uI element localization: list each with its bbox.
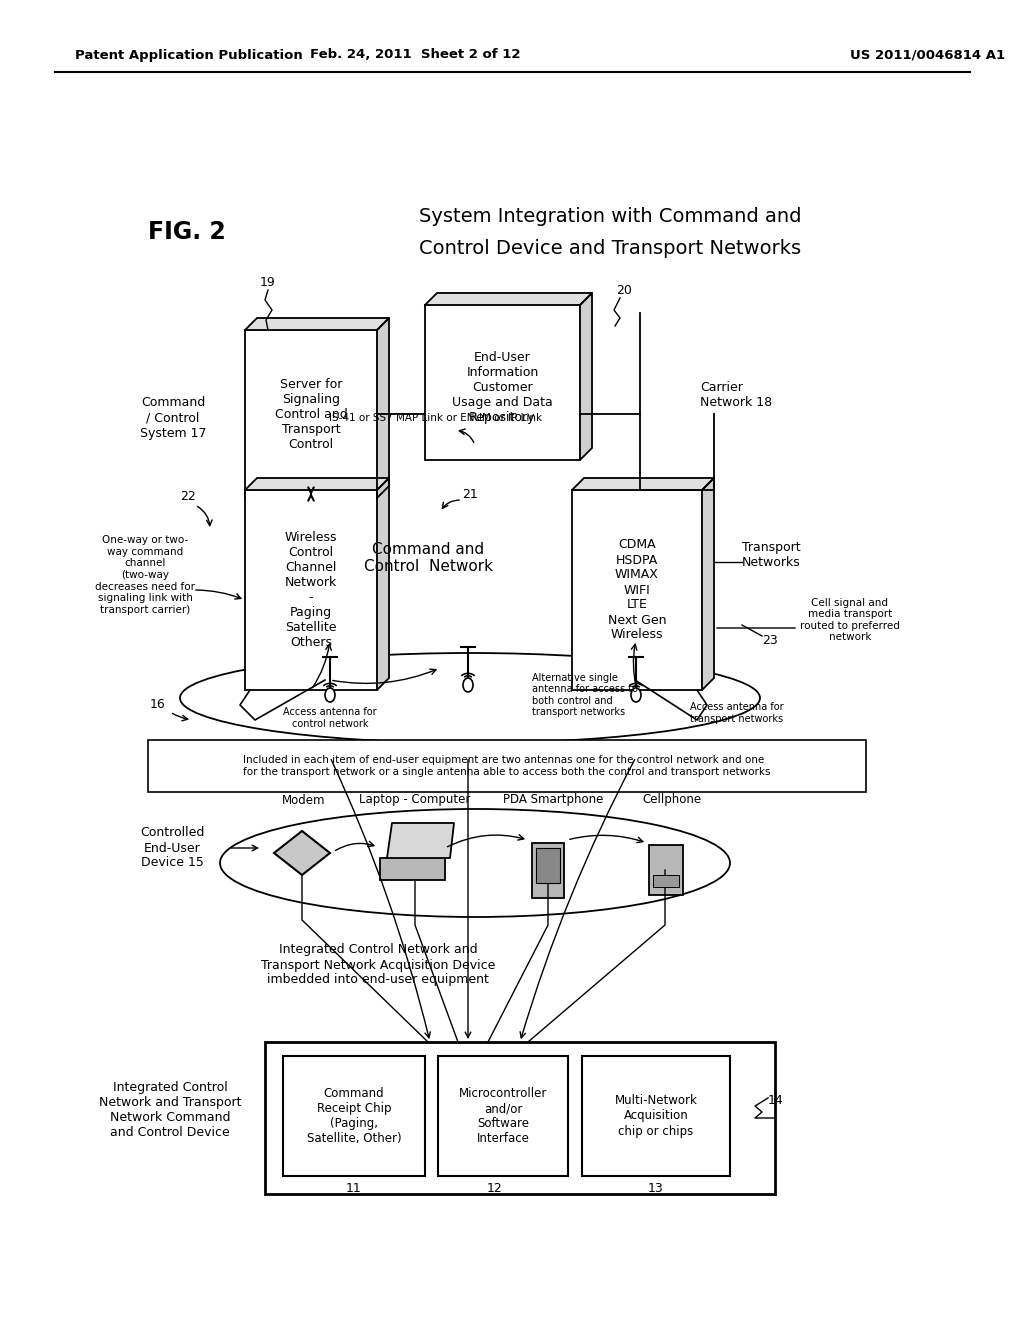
FancyBboxPatch shape bbox=[425, 305, 580, 459]
Text: Modem: Modem bbox=[283, 793, 326, 807]
Text: CDMA
HSDPA
WIMAX
WIFI
LTE
Next Gen
Wireless: CDMA HSDPA WIMAX WIFI LTE Next Gen Wirel… bbox=[608, 539, 667, 642]
Ellipse shape bbox=[180, 653, 760, 743]
FancyBboxPatch shape bbox=[245, 490, 377, 690]
Polygon shape bbox=[245, 318, 389, 330]
Polygon shape bbox=[377, 478, 389, 690]
FancyBboxPatch shape bbox=[536, 847, 560, 883]
Text: Integrated Control Network and
Transport Network Acquisition Device
imbedded int: Integrated Control Network and Transport… bbox=[261, 944, 496, 986]
Text: Command
Receipt Chip
(Paging,
Satellite, Other): Command Receipt Chip (Paging, Satellite,… bbox=[306, 1086, 401, 1144]
Text: 20: 20 bbox=[616, 285, 632, 297]
Ellipse shape bbox=[463, 678, 473, 692]
Text: Access antenna for
transport networks: Access antenna for transport networks bbox=[690, 702, 783, 723]
Text: Included in each item of end-user equipment are two antennas one for the control: Included in each item of end-user equipm… bbox=[244, 755, 771, 776]
Text: Wireless
Control
Channel
Network
-
Paging
Satellite
Others: Wireless Control Channel Network - Pagin… bbox=[285, 531, 337, 649]
Text: Cellphone: Cellphone bbox=[642, 793, 701, 807]
Text: One-way or two-
way command
channel
(two-way
decreases need for
signaling link w: One-way or two- way command channel (two… bbox=[95, 535, 195, 615]
Polygon shape bbox=[572, 478, 714, 490]
FancyBboxPatch shape bbox=[245, 330, 377, 498]
FancyBboxPatch shape bbox=[532, 843, 564, 898]
Text: PDA Smartphone: PDA Smartphone bbox=[503, 793, 603, 807]
Text: Command and
Control  Network: Command and Control Network bbox=[364, 541, 493, 574]
Text: Patent Application Publication: Patent Application Publication bbox=[75, 49, 303, 62]
Text: Integrated Control
Network and Transport
Network Command
and Control Device: Integrated Control Network and Transport… bbox=[98, 1081, 242, 1139]
Ellipse shape bbox=[631, 688, 641, 702]
Polygon shape bbox=[425, 293, 592, 305]
Polygon shape bbox=[702, 478, 714, 690]
Ellipse shape bbox=[220, 809, 730, 917]
Polygon shape bbox=[377, 318, 389, 498]
FancyBboxPatch shape bbox=[148, 741, 866, 792]
Polygon shape bbox=[387, 822, 454, 858]
Text: Transport
Networks: Transport Networks bbox=[742, 541, 801, 569]
Polygon shape bbox=[274, 832, 330, 875]
Text: 12: 12 bbox=[487, 1181, 503, 1195]
Polygon shape bbox=[245, 478, 389, 490]
FancyBboxPatch shape bbox=[380, 858, 445, 880]
Text: 16: 16 bbox=[151, 698, 166, 711]
Text: Cell signal and
media transport
routed to preferred
network: Cell signal and media transport routed t… bbox=[800, 598, 900, 643]
Text: FIG. 2: FIG. 2 bbox=[148, 220, 225, 244]
Text: Multi-Network
Acquisition
chip or chips: Multi-Network Acquisition chip or chips bbox=[614, 1094, 697, 1138]
Text: Control Device and Transport Networks: Control Device and Transport Networks bbox=[419, 239, 801, 257]
FancyBboxPatch shape bbox=[283, 1056, 425, 1176]
FancyBboxPatch shape bbox=[265, 1041, 775, 1195]
Text: 21: 21 bbox=[462, 488, 478, 502]
Text: 11: 11 bbox=[346, 1181, 361, 1195]
Text: Microcontroller
and/or
Software
Interface: Microcontroller and/or Software Interfac… bbox=[459, 1086, 547, 1144]
Text: 19: 19 bbox=[260, 276, 275, 289]
Text: 23: 23 bbox=[762, 634, 778, 647]
Ellipse shape bbox=[325, 688, 335, 702]
Text: Server for
Signaling
Control and
Transport
Control: Server for Signaling Control and Transpo… bbox=[274, 378, 347, 450]
Text: Carrier
Network 18: Carrier Network 18 bbox=[700, 381, 772, 409]
Text: 14: 14 bbox=[768, 1093, 784, 1106]
Text: Access antenna for
control network: Access antenna for control network bbox=[284, 708, 377, 729]
FancyBboxPatch shape bbox=[653, 875, 679, 887]
Text: 22: 22 bbox=[180, 490, 196, 503]
Text: Controlled
End-User
Device 15: Controlled End-User Device 15 bbox=[140, 826, 204, 870]
Text: IS-41 or SS7 MAP Link or ENUM or IP Link: IS-41 or SS7 MAP Link or ENUM or IP Link bbox=[330, 413, 543, 422]
Text: Feb. 24, 2011  Sheet 2 of 12: Feb. 24, 2011 Sheet 2 of 12 bbox=[309, 49, 520, 62]
FancyBboxPatch shape bbox=[572, 490, 702, 690]
Text: 13: 13 bbox=[648, 1181, 664, 1195]
Polygon shape bbox=[580, 293, 592, 459]
Text: End-User
Information
Customer
Usage and Data
Repository: End-User Information Customer Usage and … bbox=[453, 351, 553, 424]
FancyBboxPatch shape bbox=[438, 1056, 568, 1176]
Text: US 2011/0046814 A1: US 2011/0046814 A1 bbox=[850, 49, 1006, 62]
Text: Alternative single
antenna for access to
both control and
transport networks: Alternative single antenna for access to… bbox=[532, 673, 638, 717]
FancyBboxPatch shape bbox=[582, 1056, 730, 1176]
FancyBboxPatch shape bbox=[649, 845, 683, 895]
Text: System Integration with Command and: System Integration with Command and bbox=[419, 207, 801, 227]
Text: Laptop - Computer: Laptop - Computer bbox=[359, 793, 471, 807]
Text: Command
/ Control
System 17: Command / Control System 17 bbox=[139, 396, 206, 440]
